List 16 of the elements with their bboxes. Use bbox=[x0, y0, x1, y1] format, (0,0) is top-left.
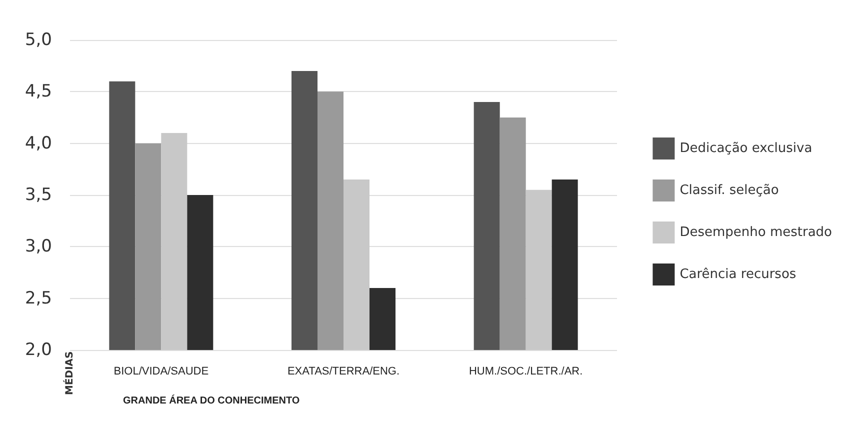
y-tick-label: 3,5 bbox=[24, 185, 52, 205]
x-tick-label: EXATAS/TERRA/ENG. bbox=[287, 366, 400, 378]
y-axis-title: MÉDIAS bbox=[62, 351, 76, 395]
y-tick-label: 3,0 bbox=[24, 236, 52, 257]
x-tick-label: BIOL/VIDA/SAUDE bbox=[114, 366, 209, 378]
y-tick-label: 4,0 bbox=[24, 133, 52, 154]
y-tick-label: 2,0 bbox=[24, 340, 52, 360]
legend-label: Dedicação exclusiva bbox=[680, 141, 812, 156]
y-tick-label: 2,5 bbox=[24, 288, 52, 308]
legend-label: Carência recursos bbox=[680, 267, 796, 282]
legend-label: Desempenho mestrado bbox=[680, 225, 832, 240]
legend-label: Classif. seleção bbox=[680, 183, 779, 198]
y-tick-label: 4,5 bbox=[24, 82, 52, 102]
y-tick-label: 5,0 bbox=[24, 30, 52, 50]
x-tick-label: HUM./SOC./LETR./AR. bbox=[468, 366, 583, 378]
x-axis-title: GRANDE ÁREA DO CONHECIMENTO bbox=[123, 394, 300, 406]
